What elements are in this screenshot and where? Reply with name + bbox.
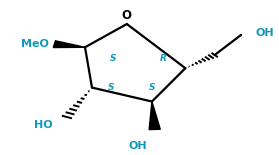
Text: R: R	[160, 54, 167, 63]
Text: S: S	[108, 83, 115, 92]
Text: MeO: MeO	[21, 39, 49, 49]
Text: OH: OH	[129, 141, 147, 151]
Polygon shape	[149, 102, 160, 130]
Polygon shape	[53, 41, 85, 48]
Text: OH: OH	[255, 28, 274, 38]
Text: S: S	[110, 54, 116, 63]
Text: O: O	[122, 9, 132, 22]
Text: S: S	[149, 83, 155, 92]
Text: HO: HO	[34, 120, 52, 130]
